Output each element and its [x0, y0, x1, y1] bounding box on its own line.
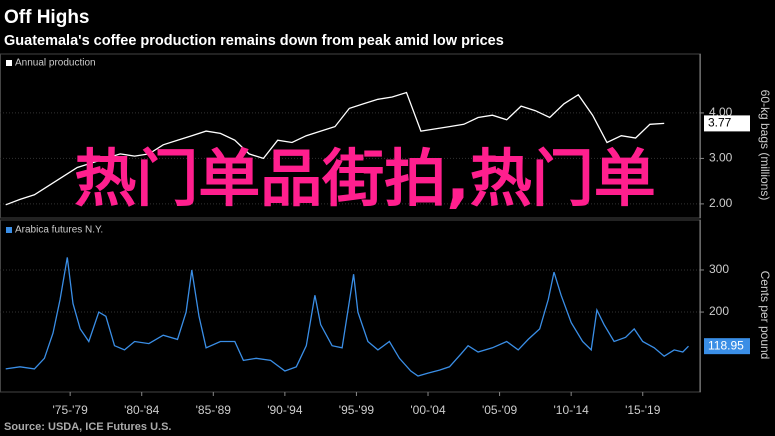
- y-tick-label: 200: [709, 304, 729, 318]
- watermark: 热门单品街拍,热门单: [74, 142, 656, 215]
- x-tick-label: '00-'04: [410, 403, 446, 417]
- last-value-tag: [704, 115, 750, 132]
- x-tick-label: '90-'94: [267, 403, 303, 417]
- legend-label: Arabica futures N.Y.: [15, 225, 103, 236]
- x-tick-label: '80-'84: [124, 403, 160, 417]
- x-tick-label: '15-'19: [625, 403, 661, 417]
- last-value-label: 3.77: [708, 116, 732, 130]
- legend-swatch: [6, 60, 12, 66]
- last-value-label: 118.95: [708, 338, 744, 352]
- legend-label: Annual production: [15, 58, 96, 69]
- x-tick-label: '10-'14: [554, 403, 590, 417]
- y-axis-label: 60-kg bags (millions): [758, 90, 772, 201]
- chart-subtitle: Guatemala's coffee production remains do…: [4, 33, 504, 49]
- last-value-tag: [704, 338, 750, 355]
- y-axis-label: Cents per pound: [758, 271, 772, 360]
- x-tick-label: '05-'09: [482, 403, 518, 417]
- y-tick-label: 3.00: [709, 151, 733, 165]
- chart-title: Off Highs: [4, 7, 90, 28]
- data-line: [5, 257, 689, 377]
- x-tick-label: '85-'89: [196, 403, 232, 417]
- plot-frame: [0, 219, 701, 393]
- legend-swatch: [6, 227, 12, 233]
- x-tick-label: '95-'99: [339, 403, 375, 417]
- y-tick-label: 300: [709, 262, 729, 276]
- x-tick-label: '75-'79: [53, 403, 89, 417]
- y-tick-label: 2.00: [709, 196, 733, 210]
- source: Source: USDA, ICE Futures U.S.: [4, 421, 171, 433]
- data-line: [5, 91, 665, 206]
